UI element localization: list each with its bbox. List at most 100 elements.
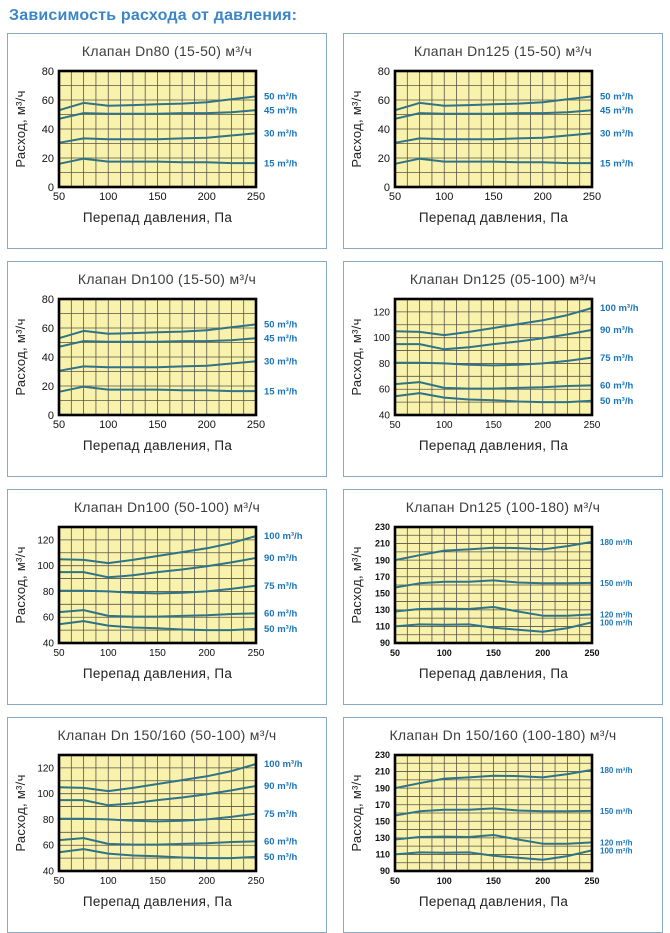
y-tick-label: 20	[42, 153, 54, 165]
legend-label: 15 m³/h	[264, 158, 297, 169]
y-tick-label: 40	[378, 124, 390, 136]
y-tick-label: 0	[48, 410, 54, 422]
legend-label: 75 m³/h	[264, 581, 297, 592]
y-tick-label: 130	[375, 605, 390, 615]
x-tick-label: 200	[535, 876, 550, 886]
chart-panel-2: Клапан Dn125 (15-50) м³/ч 0 20 40 60 80 50 100…	[343, 33, 663, 249]
series-line	[394, 95, 593, 112]
y-axis-label: Расход, м³/ч	[349, 774, 364, 851]
legend-label: 45 m³/h	[264, 333, 297, 344]
y-axis-label: Расход, м³/ч	[13, 90, 28, 167]
series-line	[59, 584, 257, 595]
legend-label: 50 m³/h	[264, 92, 297, 103]
y-tick-label: 100	[37, 789, 54, 800]
legend-label: 180 m³/h	[600, 766, 633, 775]
y-tick-label: 230	[375, 750, 390, 760]
chart-canvas: 0 20 40 60 80 50 100 150 200 250 Перепад давления,…	[349, 66, 633, 225]
x-tick-label: 150	[148, 191, 166, 203]
x-tick-label: 200	[534, 191, 552, 203]
x-tick-label: 200	[198, 419, 216, 431]
series-line	[394, 579, 593, 589]
y-axis-label: Расход, м³/ч	[349, 318, 364, 395]
legend-label: 50 m³/h	[600, 92, 633, 103]
y-tick-label: 120	[37, 763, 54, 774]
x-tick-label: 250	[584, 876, 599, 886]
x-tick-label: 200	[198, 876, 215, 887]
x-tick-label: 200	[198, 191, 216, 203]
x-tick-label: 100	[99, 191, 117, 203]
x-tick-label: 250	[584, 648, 599, 658]
chart-canvas: 40 60 80 100 120 50 100 150 200 250 Перепад давлен…	[349, 297, 639, 453]
legend-label: 60 m³/h	[264, 609, 297, 620]
y-tick-label: 170	[375, 572, 390, 582]
series-line	[58, 132, 257, 144]
y-tick-label: 210	[375, 767, 390, 777]
x-tick-label: 100	[99, 419, 117, 431]
chart-title: Клапан Dn80 (15-50) м³/ч	[81, 43, 253, 59]
series-line	[58, 848, 257, 860]
chart-panel-7: Клапан Dn 150/160 (50-100) м³/ч 40 60 80 10…	[7, 717, 327, 933]
y-tick-label: 100	[373, 333, 390, 344]
x-tick-label: 200	[198, 648, 215, 659]
chart-title: Клапан Dn100 (50-100) м³/ч	[73, 499, 261, 515]
legend-label: 90 m³/h	[264, 553, 297, 564]
series-line	[394, 132, 593, 144]
legend-label: 150 m³/h	[600, 579, 633, 588]
series-line	[59, 812, 257, 823]
chart-panel-8: Клапан Dn 150/160 (100-180) м³/ч 90 110 13…	[343, 717, 663, 933]
legend-label: 100 m³/h	[600, 303, 639, 314]
legend-label: 100 m³/h	[264, 531, 303, 542]
y-tick-label: 40	[42, 124, 54, 136]
x-tick-label: 50	[53, 876, 65, 887]
y-tick-label: 80	[42, 294, 54, 306]
y-tick-label: 100	[37, 561, 54, 572]
x-tick-label: 50	[389, 420, 401, 431]
chart-canvas: 0 20 40 60 80 50 100 150 200 250 Перепад давления,…	[13, 294, 297, 453]
y-tick-label: 80	[43, 587, 55, 598]
x-tick-label: 100	[437, 648, 452, 658]
y-tick-label: 80	[42, 66, 54, 78]
series-line	[58, 157, 256, 165]
plot-border	[57, 525, 258, 645]
x-tick-label: 100	[100, 876, 117, 887]
series-line	[395, 356, 593, 367]
y-axis-label: Расход, м³/ч	[13, 546, 28, 623]
series-line	[394, 381, 593, 390]
x-tick-label: 100	[436, 420, 453, 431]
x-axis-label: Перепад давления, Па	[83, 666, 233, 681]
x-tick-label: 150	[484, 191, 502, 203]
legend-label: 90 m³/h	[600, 325, 633, 336]
x-tick-label: 150	[486, 648, 501, 658]
series-line	[394, 540, 593, 562]
series-line	[394, 834, 593, 845]
y-tick-label: 150	[375, 588, 390, 598]
legend-label: 15 m³/h	[264, 386, 297, 397]
y-tick-label: 40	[43, 867, 55, 878]
chart-panel-3: Клапан Dn100 (15-50) м³/ч 0 20 40 60 80 50 100…	[7, 261, 327, 477]
y-axis-label: Расход, м³/ч	[13, 774, 28, 851]
x-tick-label: 250	[247, 419, 265, 431]
legend-label: 30 m³/h	[264, 129, 297, 140]
chart-title: Клапан Dn125 (15-50) м³/ч	[413, 43, 593, 59]
legend-label: 100 m³/h	[600, 618, 633, 627]
plot-border	[57, 69, 258, 189]
series-line	[394, 307, 593, 337]
legend-label: 45 m³/h	[264, 105, 297, 116]
y-tick-label: 170	[375, 800, 390, 810]
y-tick-label: 120	[37, 535, 54, 546]
y-tick-label: 190	[375, 783, 390, 793]
x-axis-label: Перепад давления, Па	[419, 210, 569, 225]
plot-border	[393, 297, 594, 417]
y-tick-label: 0	[384, 182, 390, 194]
x-axis-label: Перепад давления, Па	[83, 438, 233, 453]
y-axis-label: Расход, м³/ч	[13, 318, 28, 395]
y-tick-label: 40	[43, 639, 55, 650]
x-tick-label: 250	[247, 191, 265, 203]
y-tick-label: 150	[375, 816, 390, 826]
legend-label: 120 m³/h	[600, 611, 633, 620]
y-tick-label: 130	[375, 833, 390, 843]
legend-label: 45 m³/h	[600, 105, 633, 116]
x-tick-label: 150	[486, 876, 501, 886]
y-tick-label: 90	[380, 866, 390, 876]
